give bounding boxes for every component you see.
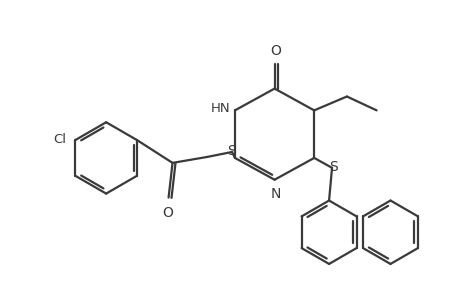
Text: N: N [270, 187, 280, 201]
Text: S: S [227, 144, 236, 158]
Text: O: O [162, 206, 173, 220]
Text: HN: HN [210, 102, 230, 115]
Text: Cl: Cl [53, 133, 66, 146]
Text: O: O [270, 44, 281, 58]
Text: S: S [328, 160, 337, 174]
